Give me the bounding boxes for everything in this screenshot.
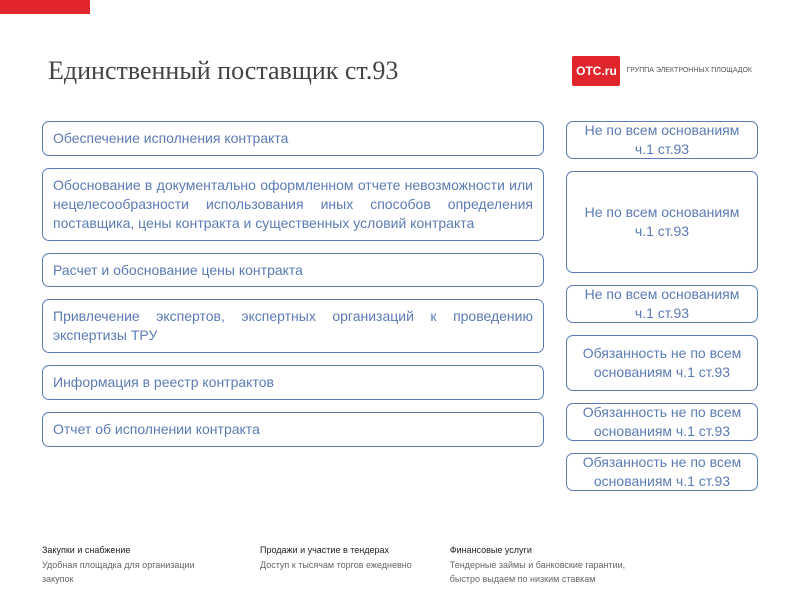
footer-col-1: Продажи и участие в тендерах Доступ к ты…: [260, 544, 412, 587]
left-item-0: Обеспечение исполнения контракта: [42, 121, 544, 156]
right-item-0: Не по всем основаниям ч.1 ст.93: [566, 121, 758, 159]
footer-sub-0: Удобная площадка для организации закупок: [42, 559, 222, 586]
left-item-1: Обоснование в документально оформленном …: [42, 168, 544, 241]
logo-badge: OTC.ru: [572, 56, 620, 86]
footer-heading-0: Закупки и снабжение: [42, 544, 222, 558]
page-title: Единственный поставщик ст.93: [48, 56, 398, 86]
logo-text: ГРУППА ЭЛЕКТРОННЫХ ПЛОЩАДОК: [626, 67, 752, 75]
right-item-5: Обязанность не по всем основаниям ч.1 ст…: [566, 453, 758, 491]
right-item-4: Обязанность не по всем основаниям ч.1 ст…: [566, 403, 758, 441]
content-grid: Обеспечение исполнения контракта Обоснов…: [42, 121, 758, 503]
footer-col-0: Закупки и снабжение Удобная площадка для…: [42, 544, 222, 587]
right-item-3: Обязанность не по всем основаниям ч.1 ст…: [566, 335, 758, 391]
left-item-5: Отчет об исполнении контракта: [42, 412, 544, 447]
header-row: Единственный поставщик ст.93 OTC.ru ГРУП…: [48, 56, 752, 86]
logo: OTC.ru ГРУППА ЭЛЕКТРОННЫХ ПЛОЩАДОК: [572, 56, 752, 86]
left-column: Обеспечение исполнения контракта Обоснов…: [42, 121, 544, 503]
left-item-4: Информация в реестр контрактов: [42, 365, 544, 400]
footer: Закупки и снабжение Удобная площадка для…: [42, 544, 758, 587]
top-accent-bar: [0, 0, 90, 14]
footer-heading-1: Продажи и участие в тендерах: [260, 544, 412, 558]
right-item-2: Не по всем основаниям ч.1 ст.93: [566, 285, 758, 323]
footer-heading-2: Финансовые услуги: [450, 544, 630, 558]
left-item-3: Привлечение экспертов, экспертных органи…: [42, 299, 544, 353]
right-column: Не по всем основаниям ч.1 ст.93 Не по вс…: [566, 121, 758, 503]
right-item-1: Не по всем основаниям ч.1 ст.93: [566, 171, 758, 273]
footer-col-2: Финансовые услуги Тендерные займы и банк…: [450, 544, 630, 587]
footer-sub-2: Тендерные займы и банковские гарантии, б…: [450, 559, 630, 586]
left-item-2: Расчет и обоснование цены контракта: [42, 253, 544, 288]
footer-sub-1: Доступ к тысячам торгов ежедневно: [260, 559, 412, 573]
